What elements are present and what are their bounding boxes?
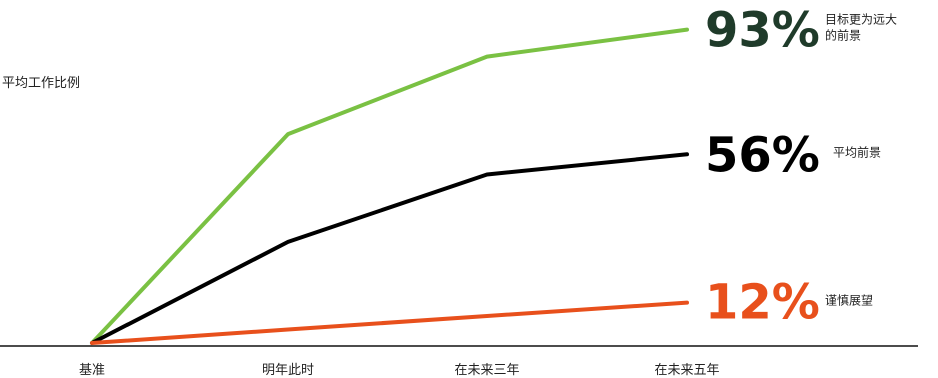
series-layer bbox=[90, 27, 689, 345]
end-description-line: 平均前景 bbox=[833, 144, 881, 159]
series-line-1 bbox=[90, 152, 689, 345]
end-description-label: 目标更为远大的前景 bbox=[825, 13, 897, 43]
end-description-line: 的前景 bbox=[825, 28, 861, 43]
series-line-2 bbox=[90, 300, 689, 345]
x-tick-label: 在未来三年 bbox=[454, 363, 519, 378]
end-value-label: 12% bbox=[705, 275, 820, 331]
end-value-label: 56% bbox=[705, 127, 820, 183]
end-description-label: 平均前景 bbox=[833, 144, 881, 159]
end-description-line: 谨慎展望 bbox=[825, 294, 873, 308]
x-tick-label: 明年此时 bbox=[262, 363, 314, 378]
end-description-line: 目标更为远大 bbox=[825, 13, 897, 27]
end-value-label: 93% bbox=[705, 3, 820, 59]
x-tick-labels: 基准 明年此时 在未来三年 在未来五年 bbox=[79, 363, 720, 378]
y-axis-label: 平均工作比例 bbox=[2, 76, 81, 91]
series-line-0 bbox=[90, 27, 689, 345]
end-description-label: 谨慎展望 bbox=[825, 294, 873, 308]
x-tick-label: 基准 bbox=[79, 363, 105, 378]
x-tick-label: 在未来五年 bbox=[654, 363, 719, 378]
